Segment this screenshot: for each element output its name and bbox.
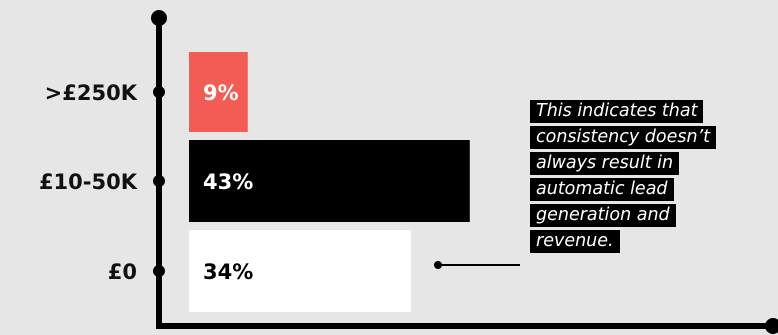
y-axis-tick-dot-2: [153, 265, 165, 277]
bars-layer: [189, 52, 470, 312]
category-label-2: £0: [108, 260, 137, 284]
bar-value-label-2: 34%: [203, 260, 253, 284]
bar-1: [189, 140, 470, 222]
y-axis-end-dot: [151, 10, 167, 26]
annotation-pointer-dot: [434, 261, 442, 269]
bar-value-label-1: 43%: [203, 170, 253, 194]
x-axis-end-dot: [765, 318, 778, 334]
category-label-1: £10-50K: [39, 170, 138, 194]
category-label-0: >£250K: [45, 81, 138, 105]
annotation-callout: This indicates that consistency doesn’t …: [530, 98, 750, 254]
y-axis-tick-dot-1: [153, 175, 165, 187]
annotation-text: This indicates that consistency doesn’t …: [530, 100, 716, 253]
y-axis-tick-dot-0: [153, 86, 165, 98]
bar-2: [189, 230, 412, 312]
labels-layer: 9% >£250K 43% £10-50K 34% £0: [39, 81, 253, 284]
bar-0: [189, 52, 248, 132]
bar-value-label-0: 9%: [203, 81, 239, 105]
